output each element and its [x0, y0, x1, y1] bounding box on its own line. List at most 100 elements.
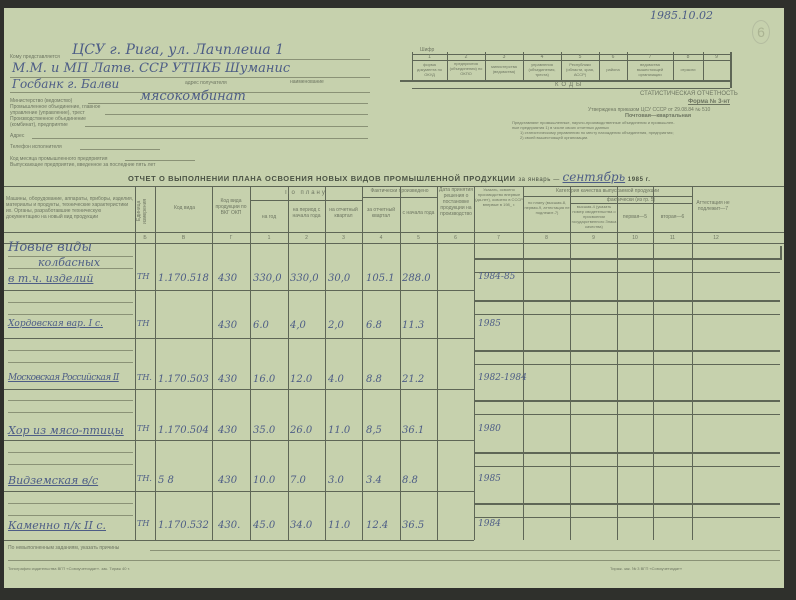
header-name: Машины, оборудование, аппараты, приборы,… — [6, 196, 134, 220]
frequency-text: Почтовая—квартальная — [625, 113, 692, 119]
column-number: 2 — [305, 235, 308, 241]
form-number: Форма № 3-нт — [688, 99, 730, 105]
row-name: Хор из мясо-птицы — [8, 424, 124, 437]
column-number: Б — [143, 235, 147, 241]
row-subline — [8, 268, 133, 269]
cell-plan-quarter: 11.0 — [328, 425, 351, 436]
row-subline — [8, 515, 133, 516]
column-line — [653, 186, 654, 540]
cell-okp: 430 — [218, 425, 238, 436]
cell-code: 5 8 — [158, 475, 174, 486]
column-line — [212, 186, 213, 540]
row-name: Московская Российская II — [8, 373, 119, 383]
row-line — [4, 389, 474, 390]
right-row-line — [474, 300, 780, 302]
column-line — [437, 186, 438, 540]
table-top-line — [4, 186, 784, 187]
cell-fact-quarter: 12.4 — [366, 520, 389, 531]
cell-fact-quarter: 6.8 — [366, 320, 382, 331]
column-line — [250, 186, 251, 540]
column-number: 8 — [545, 235, 548, 241]
approved-text: Утверждена приказом ЦСУ СССР от 29.08.84… — [588, 107, 711, 113]
codes-title: КОДЫ — [555, 82, 585, 88]
column-number: 3 — [342, 235, 345, 241]
enterprise-label-2: (комбинат), предприятие — [10, 122, 68, 128]
cell-plan-quarter: 11.0 — [328, 520, 351, 531]
row-line — [4, 290, 474, 291]
title-text: ОТЧЕТ О ВЫПОЛНЕНИИ ПЛАНА ОСВОЕНИЯ НОВЫХ … — [128, 174, 516, 183]
right-row-line — [474, 258, 780, 260]
cell-col7: 1985 — [478, 474, 501, 484]
row-line — [4, 338, 474, 339]
code-num: 6 — [611, 54, 615, 60]
cell-col7: 1984-85 — [478, 272, 516, 282]
cell-code: 1.170.503 — [158, 374, 209, 385]
column-number: 4 — [379, 235, 383, 241]
column-number: Г — [229, 235, 233, 241]
cell-fact-since: 8.8 — [402, 475, 418, 486]
cell-okp: 430 — [218, 475, 238, 486]
cell-plan-period: 7.0 — [290, 475, 306, 486]
colnum-bottom-line — [4, 243, 784, 244]
code-num: 2 — [464, 54, 468, 60]
quality-group-line — [523, 196, 692, 197]
header-col7: Указать, освоено производство впервые (д… — [475, 187, 523, 207]
row-line — [4, 440, 474, 441]
code-label: министерства (ведомства) — [491, 64, 517, 74]
header-col9: высшая-4 (указать номер свидетельства о … — [571, 204, 617, 229]
cell-col7: 1982-1984 — [478, 373, 527, 383]
cell-unit: ТН. — [137, 474, 152, 483]
name-label: наименование — [290, 79, 324, 85]
cell-okp: 430 — [218, 374, 238, 385]
right-row-subline — [474, 314, 780, 315]
code-label: предприятия (объединения) по ОКПО — [449, 61, 483, 76]
column-line — [155, 186, 156, 540]
right-row-subline — [474, 414, 780, 415]
to-whom-label: Кому представляется — [10, 54, 60, 60]
header-item-code: Код вида — [173, 205, 196, 211]
right-row-subline — [474, 364, 780, 365]
header-date: Дата принятия решения о постановке проду… — [438, 187, 473, 217]
cell-fact-quarter: 8.8 — [366, 374, 382, 385]
cell-fact-since: 288.0 — [402, 273, 431, 284]
column-line — [617, 186, 618, 540]
year: 1985 г. — [627, 177, 651, 183]
cell-plan-year: 45.0 — [253, 520, 276, 531]
period-prefix: за январь — — [518, 177, 560, 183]
enterprise-label-1: Производственное объединение — [10, 116, 86, 122]
column-line — [692, 186, 693, 540]
row-subline — [8, 314, 133, 315]
header-col8: по плану (высшая-8, первая-9, аттестация… — [524, 200, 570, 215]
sheet-number: 6 — [752, 20, 770, 44]
code-label: форма документа по ОКУД — [416, 62, 442, 77]
desc-3: 1) статистическому управлению по месту н… — [520, 130, 674, 135]
cell-plan-year: 330,0 — [253, 273, 282, 284]
header-fact-quarter: за отчетный квартал — [366, 207, 396, 219]
cell-fact-since: 11.3 — [402, 320, 425, 331]
fact-group-line — [362, 197, 437, 198]
printer-left: Типография издательства ВГП «Союзучетизд… — [8, 566, 131, 571]
cell-fact-quarter: 8,5 — [366, 425, 382, 436]
association-label-2: управление (управление), трест — [10, 110, 85, 116]
header-fact-since: с начала года — [402, 210, 435, 216]
header-quality-group: Категория качества выпускаемой продукции — [555, 188, 660, 194]
code-num: 7 — [648, 54, 652, 60]
header-plan-group: По плану — [285, 190, 327, 196]
address-label: адрес получателя — [185, 80, 227, 86]
header-plan-period: на период с начала года — [292, 207, 321, 219]
cell-col7: 1985 — [478, 319, 501, 329]
header-plan-year: на год — [261, 214, 277, 220]
header-unit: Единица измерения — [136, 198, 148, 224]
column-line — [570, 186, 571, 540]
code-label: отрасли — [680, 67, 696, 72]
row-subline — [8, 302, 133, 303]
cell-plan-quarter: 30,0 — [328, 273, 351, 284]
codes-top-label: Шифр — [420, 47, 435, 53]
header-fact-group: Фактически произведено — [370, 188, 429, 194]
header-bottom-line — [4, 232, 784, 233]
column-number: 9 — [592, 235, 595, 241]
right-row-line — [474, 452, 780, 454]
code-label: района — [606, 67, 620, 72]
name-value: М.М. и МП Латв. ССР УТПКБ Шуманис — [12, 61, 291, 76]
cell-unit: ТН. — [137, 373, 152, 382]
